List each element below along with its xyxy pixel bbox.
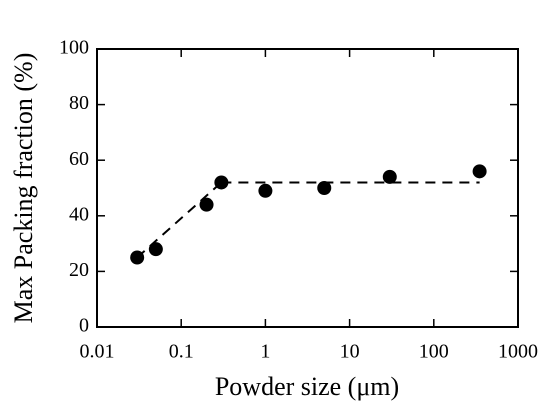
data-point — [317, 181, 332, 195]
y-tick-label: 0 — [79, 315, 89, 337]
y-tick-label: 60 — [69, 148, 89, 170]
data-point — [148, 242, 163, 257]
y-tick-label: 20 — [69, 259, 89, 281]
data-point — [130, 250, 145, 265]
data-point — [199, 197, 214, 212]
x-tick-label: 100 — [419, 341, 449, 363]
data-point — [214, 175, 229, 190]
y-tick-label: 80 — [69, 92, 89, 114]
y-axis-title: Max Packing fraction (%) — [9, 53, 38, 324]
data-point — [472, 164, 487, 179]
plot-frame — [96, 48, 519, 328]
data-point — [382, 169, 397, 184]
x-tick-label: 1000 — [498, 341, 538, 363]
x-tick-label: 0.01 — [80, 341, 115, 363]
data-point — [258, 183, 273, 198]
x-axis-title: Powder size (μm) — [215, 372, 399, 401]
x-tick-label: 0.1 — [169, 341, 194, 363]
y-tick-label: 40 — [69, 203, 89, 225]
y-tick-label: 100 — [59, 37, 89, 59]
x-tick-label: 1 — [260, 341, 270, 363]
x-tick-label: 10 — [340, 341, 360, 363]
